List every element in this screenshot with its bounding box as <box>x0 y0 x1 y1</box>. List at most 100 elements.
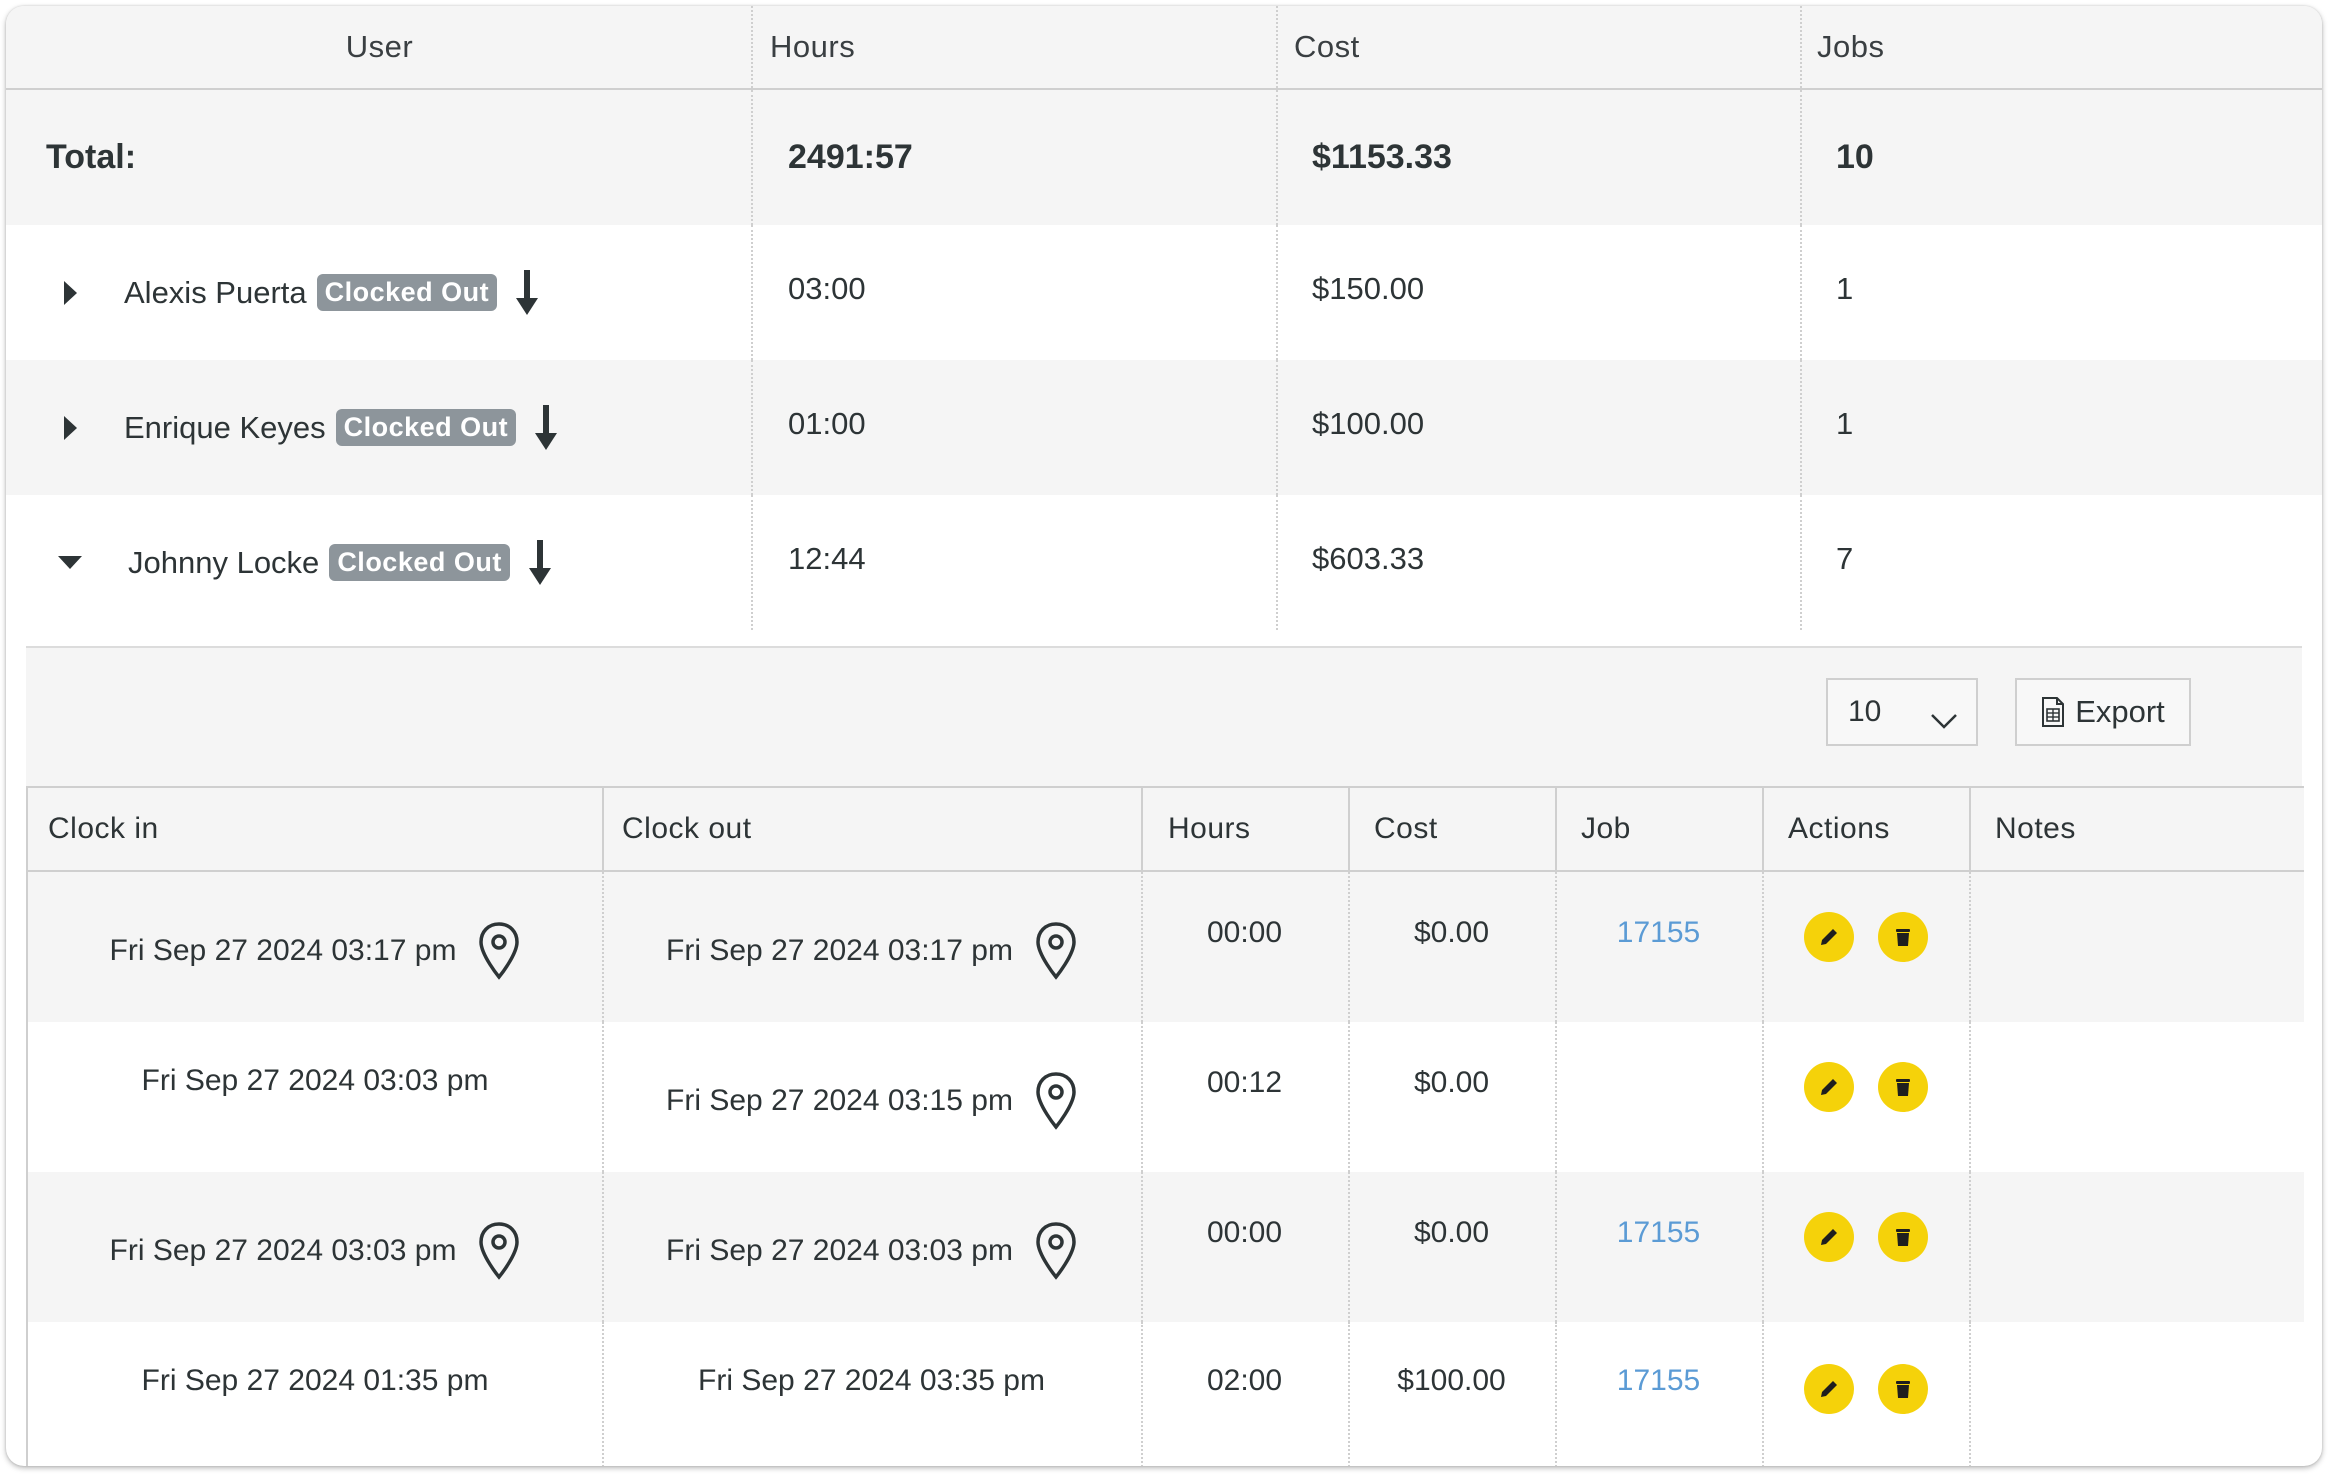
total-hours: 2491:57 <box>788 138 913 176</box>
notes-cell <box>1969 872 2299 1022</box>
actions-cell <box>1762 1322 1969 1466</box>
actions-cell <box>1762 1172 1969 1322</box>
edit-button[interactable] <box>1803 1364 1854 1414</box>
shift-row: Fri Sep 27 2024 01:35 pm Fri Sep 27 2024… <box>28 1322 2304 1466</box>
shift-row: Fri Sep 27 2024 03:03 pm Fri Sep 27 2024… <box>28 1022 2304 1172</box>
trash-icon <box>1895 1079 1910 1096</box>
user-cost: $603.33 <box>1312 541 1425 576</box>
user-jobs: 7 <box>1836 541 1854 576</box>
notes-cell <box>1969 1022 2299 1172</box>
expand-caret-icon[interactable] <box>64 415 77 440</box>
status-badge: Clocked Out <box>316 274 498 311</box>
export-label: Export <box>2075 694 2165 729</box>
job-link-cell <box>1555 1022 1762 1172</box>
page-size-select[interactable]: 10 <box>1826 678 1978 746</box>
shift-hours: 00:00 <box>1206 916 1283 949</box>
shift-cost: $0.00 <box>1413 916 1490 949</box>
delete-button[interactable] <box>1877 1212 1928 1262</box>
location-pin-icon[interactable] <box>1035 922 1077 980</box>
user-name: Enrique Keyes <box>124 409 326 445</box>
clock-out-cell: Fri Sep 27 2024 03:35 pm <box>602 1322 1141 1466</box>
header-clock-out[interactable]: Clock out <box>622 812 752 845</box>
collapse-caret-icon[interactable] <box>58 556 82 569</box>
header-user[interactable]: User <box>345 29 414 64</box>
shift-table: Clock in Clock out Hours Cost Job Action… <box>26 786 2304 1466</box>
user-cell: Johnny Locke Clocked Out <box>58 495 748 630</box>
header-job[interactable]: Job <box>1581 812 1631 845</box>
location-pin-icon[interactable] <box>478 1222 520 1280</box>
arrow-down-icon[interactable] <box>534 404 558 451</box>
clock-in-cell: Fri Sep 27 2024 03:17 pm <box>28 872 602 1022</box>
shift-cost: $0.00 <box>1413 1066 1490 1099</box>
shift-cost: $0.00 <box>1413 1216 1490 1249</box>
location-pin-icon[interactable] <box>1035 1072 1077 1130</box>
clock-out-time: Fri Sep 27 2024 03:17 pm <box>666 934 1013 967</box>
job-link-cell: 17155 <box>1555 1172 1762 1322</box>
user-row[interactable]: Enrique Keyes Clocked Out 01:00 $100.00 … <box>6 360 2322 495</box>
user-hours: 12:44 <box>788 541 866 576</box>
job-link-cell: 17155 <box>1555 1322 1762 1466</box>
trash-icon <box>1895 1229 1910 1246</box>
arrow-down-icon[interactable] <box>515 269 539 316</box>
shift-hours: 02:00 <box>1206 1364 1283 1397</box>
notes-cell <box>1969 1172 2299 1322</box>
total-row: Total: 2491:57 $1153.33 10 <box>6 90 2322 225</box>
clock-out-cell: Fri Sep 27 2024 03:17 pm <box>602 872 1141 1022</box>
header-hours[interactable]: Hours <box>770 29 856 64</box>
clock-in-cell: Fri Sep 27 2024 03:03 pm <box>28 1172 602 1322</box>
delete-button[interactable] <box>1877 1062 1928 1112</box>
header-cost[interactable]: Cost <box>1374 812 1438 845</box>
edit-button[interactable] <box>1803 912 1854 962</box>
user-cost: $150.00 <box>1312 271 1425 306</box>
user-hours: 03:00 <box>788 271 866 306</box>
header-jobs[interactable]: Jobs <box>1817 29 1885 64</box>
pencil-icon <box>1820 929 1837 945</box>
trash-icon <box>1895 929 1910 946</box>
shift-row: Fri Sep 27 2024 03:17 pm Fri Sep 27 2024… <box>28 872 2304 1022</box>
actions-cell <box>1762 872 1969 1022</box>
user-cell: Enrique Keyes Clocked Out <box>64 360 754 495</box>
clock-in-time: Fri Sep 27 2024 01:35 pm <box>141 1364 489 1397</box>
arrow-down-icon[interactable] <box>528 539 552 586</box>
user-hours: 01:00 <box>788 406 866 441</box>
delete-button[interactable] <box>1877 1364 1928 1414</box>
clock-out-time: Fri Sep 27 2024 03:15 pm <box>666 1084 1013 1117</box>
user-row[interactable]: Johnny Locke Clocked Out 12:44 $603.33 7 <box>6 495 2322 630</box>
header-actions: Actions <box>1788 812 1890 845</box>
shift-hours: 00:12 <box>1206 1066 1283 1099</box>
user-name: Johnny Locke <box>128 544 320 580</box>
pencil-icon <box>1820 1079 1837 1095</box>
job-link-cell: 17155 <box>1555 872 1762 1022</box>
user-row[interactable]: Alexis Puerta Clocked Out 03:00 $150.00 … <box>6 225 2322 360</box>
clock-in-cell: Fri Sep 27 2024 01:35 pm <box>28 1322 602 1466</box>
clock-in-time: Fri Sep 27 2024 03:03 pm <box>109 1234 457 1267</box>
delete-button[interactable] <box>1877 912 1928 962</box>
timesheet-card: User Hours Cost Jobs Total: 2491:57 $115… <box>6 6 2322 1466</box>
expand-caret-icon[interactable] <box>64 280 77 305</box>
pencil-icon <box>1820 1381 1837 1397</box>
trash-icon <box>1895 1381 1910 1398</box>
job-link[interactable]: 17155 <box>1616 1216 1701 1249</box>
spreadsheet-icon <box>2042 697 2065 727</box>
shift-hours: 00:00 <box>1206 1216 1283 1249</box>
job-link[interactable]: 17155 <box>1616 1364 1701 1397</box>
shift-row: Fri Sep 27 2024 03:03 pm Fri Sep 27 2024… <box>28 1172 2304 1322</box>
page-size-value: 10 <box>1848 695 1882 728</box>
detail-panel: 10 Export Clock in Clock out Hours C <box>26 646 2304 1466</box>
export-button[interactable]: Export <box>2015 678 2191 746</box>
notes-cell <box>1969 1322 2299 1466</box>
header-hours[interactable]: Hours <box>1168 812 1251 845</box>
header-clock-in[interactable]: Clock in <box>48 812 159 845</box>
clock-in-time: Fri Sep 27 2024 03:17 pm <box>109 934 457 967</box>
location-pin-icon[interactable] <box>1035 1222 1077 1280</box>
job-link[interactable]: 17155 <box>1616 916 1701 949</box>
edit-button[interactable] <box>1803 1212 1854 1262</box>
edit-button[interactable] <box>1803 1062 1854 1112</box>
header-cost[interactable]: Cost <box>1294 29 1360 64</box>
total-jobs: 10 <box>1836 138 1874 176</box>
actions-cell <box>1762 1022 1969 1172</box>
header-notes: Notes <box>1995 812 2076 845</box>
user-cell: Alexis Puerta Clocked Out <box>64 225 754 360</box>
location-pin-icon[interactable] <box>478 922 520 980</box>
clock-in-time: Fri Sep 27 2024 03:03 pm <box>141 1064 489 1097</box>
